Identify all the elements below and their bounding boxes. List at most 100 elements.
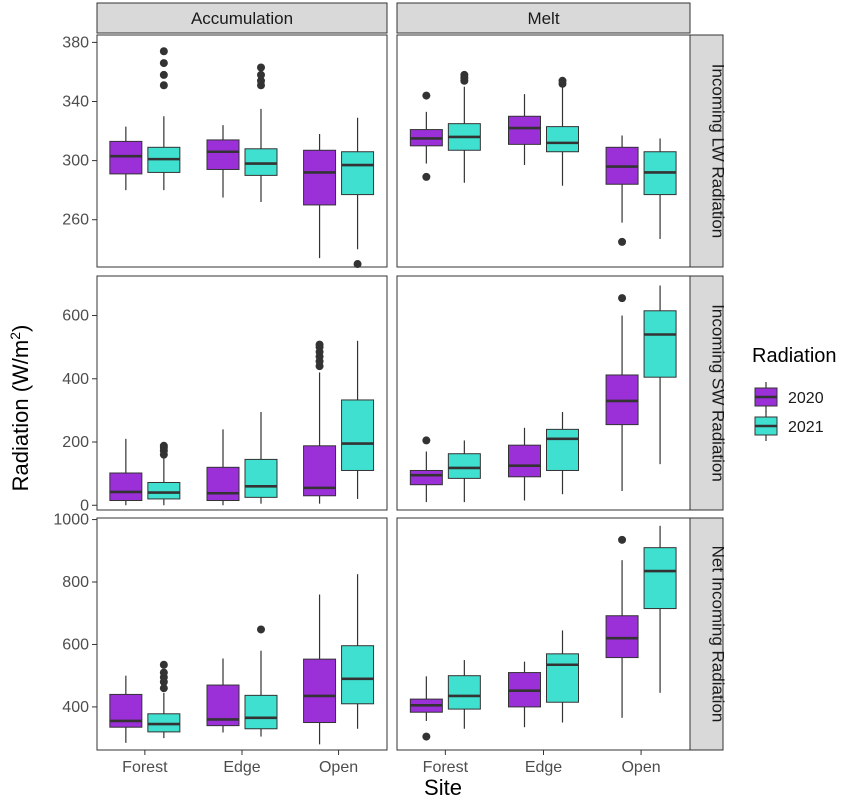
outlier-point [159, 660, 168, 669]
box-iqr [341, 399, 375, 471]
box-open-2020 [303, 134, 337, 259]
box-forest-2021 [147, 660, 181, 739]
x-tick-label-open: Open [621, 759, 660, 776]
box-iqr [109, 472, 143, 502]
legend-label-2020: 2020 [788, 390, 824, 407]
legend-label-2021: 2021 [788, 419, 824, 436]
panel-frame [96, 34, 388, 268]
box-open-2021 [643, 525, 677, 693]
y-tick-label: 200 [62, 434, 89, 451]
box-iqr [447, 453, 481, 479]
outlier-point [159, 81, 168, 90]
box-forest-2021 [147, 441, 181, 506]
outlier-point [315, 340, 324, 349]
row-strip-label-1: Incoming SW Radiation [709, 304, 728, 482]
box-iqr [147, 481, 181, 500]
panel-1-melt [396, 275, 691, 511]
y-tick-label: 260 [62, 212, 89, 229]
outlier-point [257, 76, 265, 85]
y-tick-label: 1000 [53, 512, 89, 529]
box-iqr [341, 645, 375, 705]
box-open-2021 [341, 574, 375, 729]
box-open-2020 [605, 135, 639, 246]
box-edge-2020 [206, 658, 240, 733]
strip-label-accumulation: Accumulation [191, 9, 293, 28]
y-tick-label: 340 [62, 93, 89, 110]
box-edge-2021 [546, 630, 579, 723]
outlier-point [159, 441, 168, 450]
box-iqr [244, 694, 278, 730]
y-axis-title-main: Radiation (W/m [8, 340, 33, 492]
panel-2-melt: Forest Edge Open [396, 517, 691, 776]
box-iqr [546, 126, 579, 153]
panel-0-accumulation [96, 34, 388, 269]
outlier-point [159, 668, 168, 677]
box-iqr [244, 458, 278, 498]
box-edge-2021 [244, 625, 278, 737]
panel-frame [396, 275, 691, 511]
x-tick-label-open: Open [319, 759, 358, 776]
box-open-2021 [643, 138, 677, 239]
row-strip-bg-2 [689, 517, 724, 751]
panel-frame [396, 517, 691, 751]
box-forest-2020 [109, 675, 143, 743]
box-edge-2021 [244, 411, 278, 504]
box-forest-2021 [447, 70, 481, 183]
box-open-2020 [303, 340, 337, 504]
strip-bg-melt [396, 2, 691, 34]
row-strip-bg-0 [689, 34, 724, 268]
panel-frame [396, 34, 691, 268]
outlier-point [159, 47, 168, 56]
x-tick-label-forest: Forest [423, 759, 469, 776]
box-forest-2020 [409, 91, 443, 181]
box-edge-2020 [508, 661, 541, 728]
x-tick-label-edge: Edge [525, 759, 562, 776]
panel-2-accumulation: Forest Edge Open [96, 517, 388, 776]
box-iqr [409, 469, 443, 486]
legend-item-2021: 2021 [754, 411, 824, 441]
panel-frame [96, 517, 388, 751]
y-tick-label: 600 [62, 636, 89, 653]
box-forest-2021 [447, 660, 481, 729]
row-strip-label-2: Net Incoming Radiation [709, 546, 728, 723]
box-iqr [508, 444, 541, 478]
box-open-2021 [643, 285, 677, 465]
box-forest-2020 [109, 438, 143, 506]
box-iqr [244, 148, 278, 176]
outlier-point [257, 625, 265, 634]
facet-panels: Accumulation Melt Incoming LW Radiation 260… [53, 2, 728, 776]
outlier-point [159, 684, 168, 693]
outlier-point [353, 260, 362, 269]
outlier-point [257, 70, 265, 79]
outlier-point [422, 172, 431, 181]
outlier-point [257, 63, 265, 72]
box-iqr [341, 151, 375, 196]
box-open-2020 [605, 294, 639, 492]
panel-1-accumulation [96, 275, 388, 511]
box-iqr [508, 115, 541, 145]
box-edge-2021 [546, 76, 579, 186]
y-tick-label: 400 [62, 371, 89, 388]
y-axis-title-close: ) [8, 325, 33, 332]
box-iqr [643, 547, 677, 610]
panel-0-melt [396, 34, 691, 268]
y-tick-label: 300 [62, 153, 89, 170]
strip-bg-accumulation [96, 2, 388, 34]
box-iqr [643, 310, 677, 378]
y-tick-label: 600 [62, 308, 89, 325]
box-edge-2020 [508, 94, 541, 166]
y-axis-title: Radiation (W/m2) [7, 325, 33, 492]
y-tick-label: 380 [62, 34, 89, 51]
box-forest-2020 [109, 126, 143, 191]
box-iqr [206, 466, 240, 502]
box-edge-2020 [508, 427, 541, 501]
row-strip-bg-1 [689, 275, 724, 511]
box-edge-2020 [206, 125, 240, 198]
y-axis-title-superscript: 2 [7, 332, 23, 340]
box-iqr [109, 140, 143, 175]
y-tick-label: 400 [62, 699, 89, 716]
panel-frame [96, 275, 388, 511]
box-forest-2021 [147, 47, 181, 191]
box-iqr [546, 428, 579, 471]
x-tick-label-edge: Edge [223, 759, 260, 776]
